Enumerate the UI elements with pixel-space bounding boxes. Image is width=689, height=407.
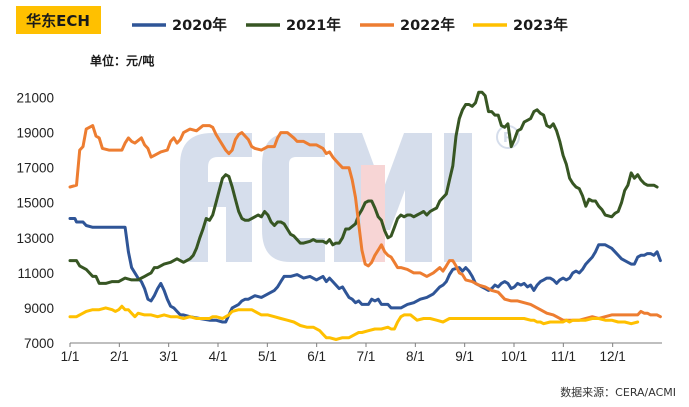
x-tick-label: 9/1 xyxy=(455,349,474,364)
legend-label: 2023年 xyxy=(513,16,568,34)
x-tick-label: 2/1 xyxy=(110,349,129,364)
series-layer xyxy=(68,90,662,341)
watermark-letter-c xyxy=(262,133,325,262)
y-tick-label: 15000 xyxy=(16,196,54,211)
legend-label: 2022年 xyxy=(400,16,455,34)
series-line-1 xyxy=(68,217,662,324)
y-axis-ticks: 7000 9000 11000 13000 15000 17000 19000 21000 xyxy=(16,91,54,351)
series-line-4 xyxy=(68,304,640,341)
y-tick-label: 21000 xyxy=(16,91,54,106)
registered-mark-letter: R xyxy=(503,131,513,146)
legend-label: 2021年 xyxy=(286,16,341,34)
title-box xyxy=(16,6,101,34)
x-tick-label: 11/1 xyxy=(551,349,576,364)
acmi-watermark: R xyxy=(180,125,520,262)
unit-label: 单位：元/吨 xyxy=(90,53,154,68)
x-tick-label: 1/1 xyxy=(61,349,80,364)
y-tick-label: 11000 xyxy=(17,266,54,281)
x-tick-label: 5/1 xyxy=(258,349,277,364)
chart-title: 华东ECH xyxy=(26,12,90,30)
series-line-2 xyxy=(68,90,659,285)
y-tick-label: 7000 xyxy=(24,336,54,351)
x-tick-label: 8/1 xyxy=(406,349,425,364)
x-axis-ticks: 1/1 2/1 3/1 4/1 5/1 6/1 7/1 8/1 9/1 10/1 11/1 12/1 xyxy=(61,343,626,364)
x-tick-label: 10/1 xyxy=(501,349,527,364)
watermark-letter-i xyxy=(444,133,472,262)
source-note: 数据来源：CERA/ACMI xyxy=(560,385,676,399)
legend: 2020年 2021年 2022年 2023年 xyxy=(132,16,568,34)
y-tick-label: 19000 xyxy=(16,126,54,141)
x-tick-label: 6/1 xyxy=(307,349,326,364)
series-line-3 xyxy=(68,124,662,322)
y-tick-label: 17000 xyxy=(16,161,54,176)
x-tick-label: 7/1 xyxy=(357,349,376,364)
legend-label: 2020年 xyxy=(172,16,227,34)
x-tick-label: 3/1 xyxy=(159,349,178,364)
y-tick-label: 13000 xyxy=(16,231,54,246)
y-tick-label: 9000 xyxy=(24,301,54,316)
x-tick-label: 4/1 xyxy=(209,349,228,364)
x-tick-label: 12/1 xyxy=(600,349,626,364)
